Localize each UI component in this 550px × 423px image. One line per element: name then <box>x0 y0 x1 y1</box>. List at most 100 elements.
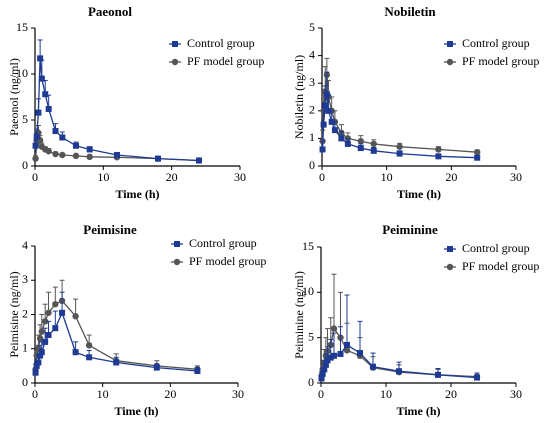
legend: Control group PF model group <box>444 36 539 68</box>
data-point <box>474 154 481 161</box>
y-tick-label: 4 <box>22 238 28 252</box>
legend-label: Control group <box>189 236 257 250</box>
data-point <box>45 105 52 112</box>
legend: Control group PF model group <box>444 241 539 273</box>
data-point <box>474 374 480 381</box>
data-point <box>344 140 351 147</box>
legend-marker <box>446 263 454 271</box>
data-point <box>38 349 45 356</box>
y-tick-label: 2 <box>22 306 28 320</box>
x-tick-label: 20 <box>164 387 176 401</box>
x-tick-label: 20 <box>166 170 178 184</box>
legend-label: Control group <box>187 36 255 50</box>
data-point <box>320 121 327 128</box>
x-tick-label: 10 <box>381 170 393 184</box>
data-point <box>33 362 40 369</box>
data-point <box>474 149 481 156</box>
legend-marker <box>172 41 178 47</box>
y-tick-label: 1 <box>309 130 315 144</box>
data-point <box>35 359 42 366</box>
x-tick-label: 30 <box>234 170 246 184</box>
legend: Control group PF model group <box>169 36 264 68</box>
data-point <box>330 325 338 332</box>
chart-title: Nobiletin <box>384 4 436 19</box>
data-point <box>370 363 376 370</box>
data-point <box>38 75 45 82</box>
x-axis-label: Time (h) <box>396 404 440 418</box>
x-tick-label: 10 <box>380 387 392 401</box>
data-point <box>357 137 364 145</box>
chart-peimisine: Peimisine 0 10 20 30 0 1 2 3 4 Time (h) Peimisine (… <box>7 222 267 418</box>
legend-label: Control group <box>462 36 530 50</box>
data-point <box>45 332 52 339</box>
data-point <box>37 352 44 359</box>
legend-label: PF model group <box>462 259 539 273</box>
x-tick-label: 30 <box>510 170 522 184</box>
series-line <box>34 58 200 162</box>
data-point <box>435 153 442 160</box>
data-point <box>337 350 344 357</box>
chart-title: Peiminine <box>382 222 438 237</box>
legend-label: Control group <box>462 241 530 255</box>
data-point <box>32 142 39 149</box>
x-tick-label: 20 <box>445 387 457 401</box>
y-tick-label: 0 <box>309 158 315 172</box>
legend-label: PF model group <box>189 254 266 268</box>
y-tick-label: 3 <box>309 75 315 89</box>
data-point <box>331 352 337 359</box>
data-point <box>52 301 59 308</box>
data-point <box>435 371 441 378</box>
data-point <box>45 309 52 316</box>
data-point <box>194 368 201 375</box>
x-tick-label: 30 <box>232 387 244 401</box>
y-tick-label: 5 <box>309 20 315 34</box>
data-point <box>321 366 328 373</box>
data-point <box>59 134 66 141</box>
series-control-group <box>319 71 481 161</box>
x-tick-label: 0 <box>318 387 324 401</box>
x-tick-label: 30 <box>510 387 522 401</box>
data-point <box>343 347 351 354</box>
y-tick-label: 4 <box>309 47 315 61</box>
y-tick-label: 1 <box>22 341 28 355</box>
x-tick-label: 10 <box>97 387 109 401</box>
data-point <box>86 354 93 361</box>
y-tick-label: 0 <box>308 375 314 389</box>
data-point <box>155 155 161 162</box>
x-tick-label: 0 <box>32 387 38 401</box>
data-point <box>73 142 79 149</box>
legend-marker <box>173 258 181 266</box>
x-axis-label: Time (h) <box>397 187 441 201</box>
y-tick-label: 15 <box>16 20 28 34</box>
chart-title: Paeonol <box>88 4 132 19</box>
y-axis-label: Peiminine (ng/ml) <box>292 271 306 359</box>
data-point <box>113 359 120 366</box>
y-tick-label: 2 <box>309 103 315 117</box>
y-axis-label: Nobiletin (ng/ml) <box>292 55 306 139</box>
data-point <box>52 150 59 158</box>
data-point <box>52 128 59 135</box>
data-point <box>72 313 79 320</box>
legend-marker <box>447 246 453 252</box>
y-tick-label: 10 <box>16 66 28 80</box>
data-point <box>59 309 66 316</box>
data-point <box>36 335 44 342</box>
data-point <box>32 155 39 162</box>
data-point <box>324 357 331 364</box>
legend-marker <box>446 58 454 66</box>
chart-title: Peimisine <box>83 222 137 237</box>
data-point <box>35 109 42 116</box>
data-point <box>370 140 377 148</box>
data-point <box>32 369 39 376</box>
y-tick-label: 3 <box>22 272 28 286</box>
data-point <box>338 135 345 142</box>
y-tick-label: 10 <box>302 284 314 298</box>
chart-paeonol: Paeonol 0 10 20 30 0 5 10 15 Time (h) Paeonol (ng/… <box>7 4 265 201</box>
y-tick-label: 15 <box>302 239 314 253</box>
data-point <box>45 148 52 155</box>
legend-marker <box>447 41 453 47</box>
y-tick-label: 5 <box>308 329 314 343</box>
x-tick-label: 0 <box>319 170 325 184</box>
data-point <box>153 364 160 371</box>
